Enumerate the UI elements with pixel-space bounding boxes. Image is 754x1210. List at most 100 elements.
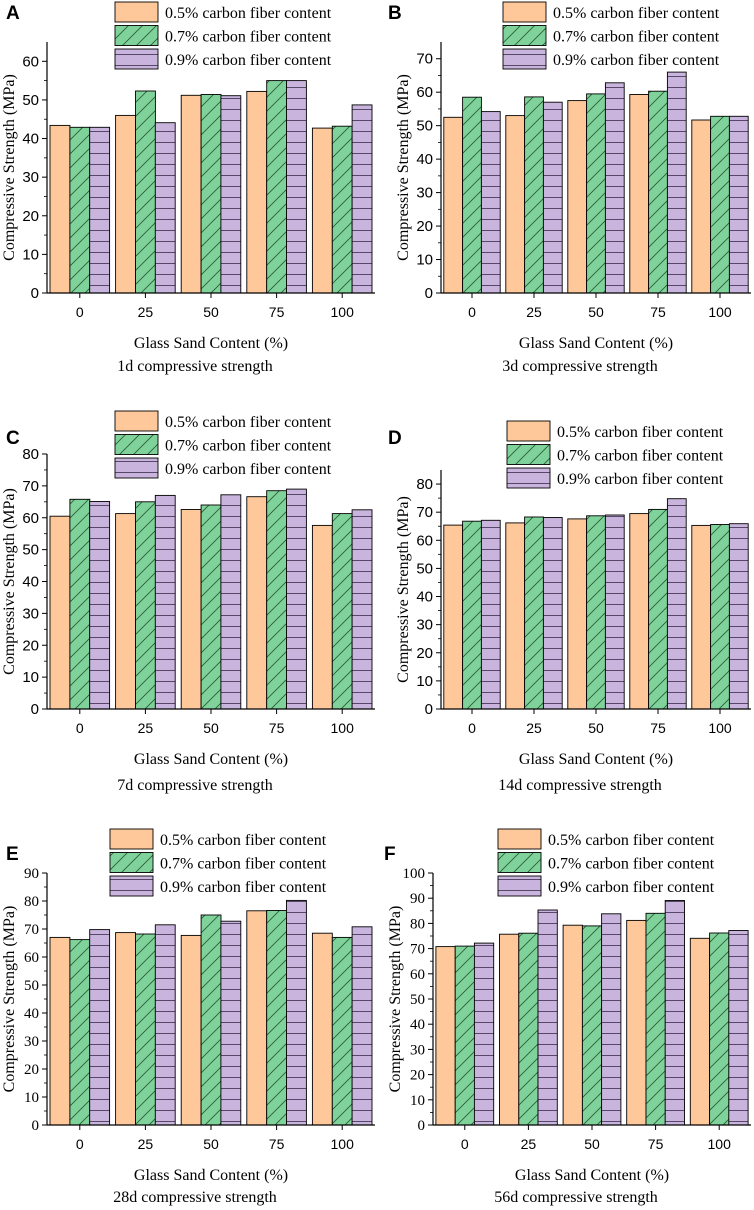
x-tick-label: 100 [331,1136,355,1152]
y-tick-label: 80 [24,894,39,910]
legend-swatch [109,828,154,850]
bar-0-7pct-cat-25 [135,90,156,294]
y-tick-label: 70 [416,51,433,68]
y-tick-label: 20 [416,218,433,235]
bar-0-5pct-cat-25 [505,522,526,710]
y-tick-label: 70 [416,504,433,521]
x-tick-label: 50 [584,1136,600,1152]
legend-label: 0.9% carbon fiber content [165,52,332,69]
y-tick-label: 60 [416,84,433,101]
x-tick-label: 0 [468,720,476,736]
legend-swatch [109,875,154,897]
x-tick-label: 75 [269,720,285,736]
y-tick-label: 50 [416,118,433,135]
panel-caption: 28d compressive strength [113,1189,277,1206]
bar-0-9pct-cat-100 [351,926,373,1126]
legend-label: 0.9% carbon fiber content [557,471,724,488]
panel-letter: A [6,3,20,24]
panel-letter: F [384,844,396,865]
y-tick-label: 50 [22,92,39,109]
bar-0-9pct-cat-25 [154,924,176,1126]
bar-0-7pct-cat-0 [69,498,91,710]
y-tick-label: 50 [22,542,39,559]
bar-0-7pct-cat-25 [135,933,156,1126]
bar-0-5pct-cat-0 [49,515,71,710]
bar-0-9pct-cat-100 [728,930,749,1126]
y-tick-label: 0 [425,701,433,718]
y-tick-label: 60 [416,532,433,549]
legend-label: 0.9% carbon fiber content [160,879,327,896]
y-axis-label: Compressive Strength (MPa) [395,496,412,683]
legend-label: 0.5% carbon fiber content [165,5,332,22]
bar-0-7pct-cat-75 [648,90,668,294]
y-tick-label: 50 [410,992,425,1008]
bar-0-7pct-cat-75 [266,910,288,1126]
bar-0-5pct-cat-75 [246,90,268,294]
y-tick-label: 60 [22,53,39,70]
bar-0-7pct-cat-0 [69,126,91,294]
bar-0-5pct-cat-100 [691,524,712,710]
panel-caption: 56d compressive strength [494,1189,658,1206]
bar-0-7pct-cat-100 [331,513,353,710]
legend-swatch [114,434,159,455]
legend-swatch [502,48,547,70]
bar-0-5pct-cat-50 [180,509,202,710]
x-tick-label: 75 [650,720,666,736]
panel-caption: 3d compressive strength [502,358,658,375]
y-tick-label: 40 [410,1017,425,1033]
bar-0-5pct-cat-100 [311,127,333,294]
y-tick-label: 0 [418,1118,426,1134]
bar-0-5pct-cat-50 [567,518,588,710]
x-tick-label: 25 [521,1136,537,1152]
bar-0-7pct-cat-50 [200,504,222,710]
bar-0-5pct-cat-75 [626,919,647,1126]
bar-0-5pct-cat-75 [246,496,268,710]
panel-letter: C [6,428,20,449]
x-tick-label: 25 [138,1136,154,1152]
legend-swatch [114,457,159,479]
y-tick-label: 80 [22,446,39,463]
x-tick-label: 75 [269,304,285,320]
x-tick-label: 0 [76,720,84,736]
legend: 0.5% carbon fiber content 0.7% carbon fib… [114,1,332,70]
chart-panel-e: E 0 25 50 75 100 0 10 20 30 40 50 60 70 80 90 Compressiv… [1,828,375,1206]
bar-0-9pct-cat-0 [89,501,111,710]
panel-letter: D [388,428,402,449]
x-tick-label: 25 [526,720,542,736]
y-tick-label: 10 [410,1093,425,1109]
bar-0-7pct-cat-75 [266,490,288,710]
x-axis-label: Glass Sand Content (%) [515,1167,669,1184]
bar-0-9pct-cat-50 [220,920,242,1126]
chart-panel-c: C 0 25 50 75 100 0 10 20 30 40 50 60 70 80 Compressive … [1,410,375,794]
legend-label: 0.9% carbon fiber content [548,879,715,896]
bar-0-5pct-cat-75 [246,910,268,1126]
bar-0-9pct-cat-50 [220,494,242,710]
bar-0-9pct-cat-50 [604,514,625,710]
x-tick-label: 100 [331,720,355,736]
bar-0-7pct-cat-100 [709,932,730,1126]
y-tick-label: 80 [410,916,425,932]
y-tick-label: 50 [24,978,39,994]
panel-caption: 14d compressive strength [498,777,662,794]
panel-letter: E [6,844,19,865]
bar-0-5pct-cat-50 [180,94,202,294]
legend-swatch [114,410,159,432]
bar-0-9pct-cat-25 [154,494,176,710]
y-tick-label: 40 [22,574,39,591]
legend-swatch [506,467,551,489]
bar-0-9pct-cat-0 [89,929,111,1126]
bar-0-7pct-cat-25 [135,501,156,710]
y-tick-label: 0 [31,701,39,718]
legend: 0.5% carbon fiber content 0.7% carbon fib… [506,420,724,489]
bar-0-9pct-cat-50 [604,82,625,294]
bar-0-7pct-cat-50 [200,914,222,1126]
y-tick-label: 40 [416,151,433,168]
bar-0-5pct-cat-75 [629,513,650,710]
bar-0-9pct-cat-75 [664,900,685,1126]
bar-0-9pct-cat-100 [351,509,373,710]
y-axis-label: Compressive Strength (MPa) [395,74,412,261]
bar-0-5pct-cat-0 [435,946,456,1126]
bar-0-5pct-cat-0 [49,124,71,294]
bar-0-7pct-cat-75 [645,912,666,1126]
